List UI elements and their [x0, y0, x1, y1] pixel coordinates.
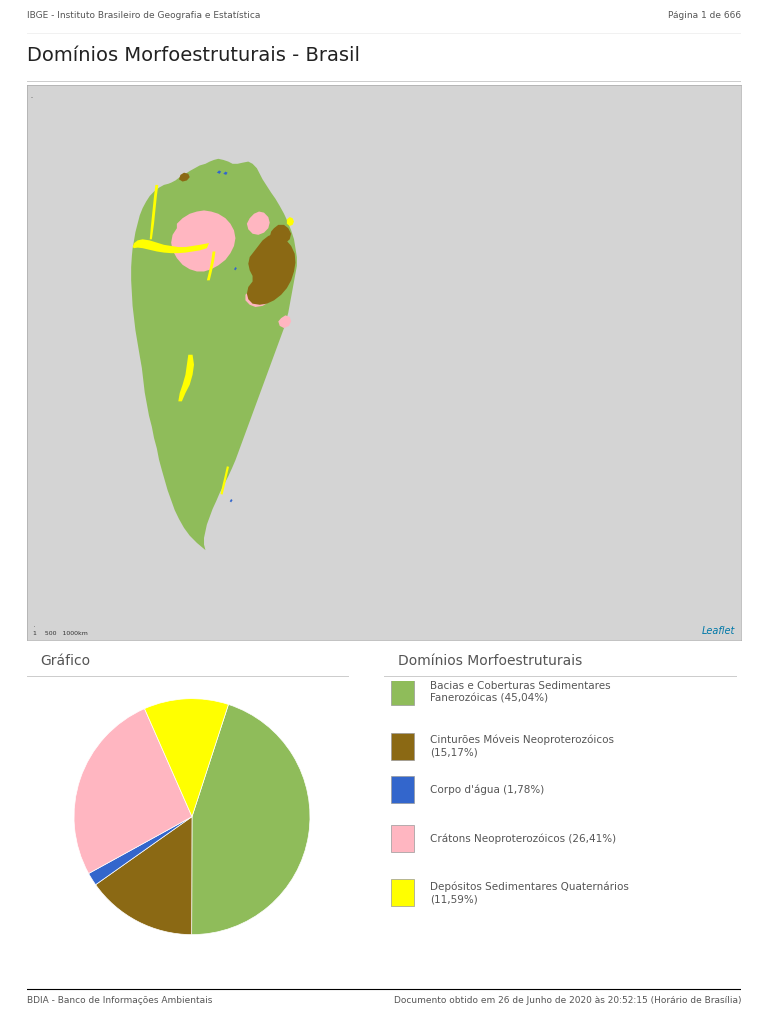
- Polygon shape: [234, 267, 237, 270]
- Text: Leaflet: Leaflet: [702, 626, 736, 636]
- Text: ·: ·: [30, 92, 34, 104]
- FancyBboxPatch shape: [391, 776, 414, 803]
- Text: Gráfico: Gráfico: [40, 653, 90, 668]
- FancyBboxPatch shape: [391, 879, 414, 906]
- Polygon shape: [230, 499, 233, 503]
- Wedge shape: [192, 705, 310, 935]
- Text: Bacias e Coberturas Sedimentares
Fanerozóicas (45,04%): Bacias e Coberturas Sedimentares Faneroz…: [430, 681, 611, 703]
- Text: IBGE - Instituto Brasileiro de Geografia e Estatística: IBGE - Instituto Brasileiro de Geografia…: [27, 11, 260, 20]
- Polygon shape: [287, 217, 294, 226]
- Polygon shape: [247, 212, 270, 234]
- Wedge shape: [88, 817, 192, 885]
- Wedge shape: [74, 709, 192, 873]
- Polygon shape: [270, 225, 291, 245]
- FancyBboxPatch shape: [391, 824, 414, 852]
- Wedge shape: [144, 698, 228, 817]
- Text: Depósitos Sedimentares Quaternários
(11,59%): Depósitos Sedimentares Quaternários (11,…: [430, 882, 629, 904]
- Polygon shape: [247, 233, 296, 305]
- Text: Domínios Morfoestruturais: Domínios Morfoestruturais: [398, 653, 582, 668]
- Polygon shape: [131, 159, 297, 550]
- Text: Crátons Neoproterozóicos (26,41%): Crátons Neoproterozóicos (26,41%): [430, 834, 616, 844]
- Polygon shape: [133, 240, 209, 253]
- Polygon shape: [278, 315, 291, 328]
- Text: Documento obtido em 26 de Junho de 2020 às 20:52:15 (Horário de Brasília): Documento obtido em 26 de Junho de 2020 …: [394, 996, 741, 1005]
- Polygon shape: [217, 170, 221, 174]
- Text: Domínios Morfoestruturais - Brasil: Domínios Morfoestruturais - Brasil: [27, 46, 360, 65]
- Text: BDIA - Banco de Informações Ambientais: BDIA - Banco de Informações Ambientais: [27, 996, 212, 1005]
- Text: Corpo d'água (1,78%): Corpo d'água (1,78%): [430, 784, 545, 795]
- FancyBboxPatch shape: [391, 678, 414, 706]
- Wedge shape: [96, 817, 192, 935]
- Text: Página 1 de 666: Página 1 de 666: [668, 11, 741, 20]
- Polygon shape: [150, 185, 158, 240]
- Polygon shape: [179, 173, 190, 181]
- Text: 1    500   1000km: 1 500 1000km: [32, 631, 88, 636]
- Polygon shape: [207, 252, 216, 281]
- Polygon shape: [246, 287, 270, 307]
- Polygon shape: [171, 210, 236, 271]
- Polygon shape: [178, 354, 194, 401]
- FancyBboxPatch shape: [391, 732, 414, 760]
- Polygon shape: [223, 172, 227, 175]
- Text: ·: ·: [32, 622, 35, 632]
- Text: Cinturões Móveis Neoproterozóicos
(15,17%): Cinturões Móveis Neoproterozóicos (15,17…: [430, 734, 614, 758]
- Polygon shape: [220, 466, 229, 495]
